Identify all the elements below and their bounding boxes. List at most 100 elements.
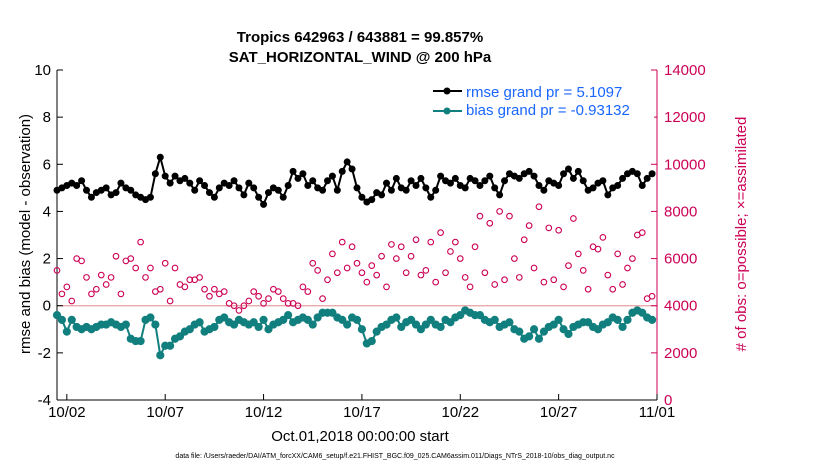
rmse-point <box>102 184 110 192</box>
obs-count-point <box>171 264 179 272</box>
obs-count-point <box>599 234 607 241</box>
rmse-point <box>476 182 484 189</box>
obs-count-point <box>102 281 110 288</box>
y-tick-label: 2 <box>43 251 51 268</box>
rmse-point <box>383 179 391 187</box>
bias-point <box>549 320 558 329</box>
bias-point <box>284 311 293 320</box>
obs-count-point <box>294 302 302 310</box>
bias-point <box>613 315 622 324</box>
obs-count-point <box>648 292 656 300</box>
y2-tick-label: 14000 <box>664 62 706 79</box>
bias-point <box>62 327 71 336</box>
obs-count-point <box>437 229 444 236</box>
obs-count-point <box>407 252 415 260</box>
bias-point <box>254 322 263 332</box>
obs-count-point <box>181 283 189 291</box>
rmse-point <box>515 174 523 182</box>
bias-point <box>421 320 430 329</box>
bias-point <box>392 313 401 322</box>
obs-count-point <box>614 250 622 258</box>
y2-tick-label: 8000 <box>664 203 697 220</box>
bias-point <box>490 315 499 324</box>
bias-point <box>406 315 416 324</box>
bias-point <box>618 322 627 332</box>
bias-point <box>121 320 130 329</box>
rmse-point <box>530 172 538 180</box>
y-axis-label: rmse and bias (model - observation) <box>17 114 34 354</box>
obs-count-point <box>540 278 548 286</box>
obs-count-point <box>230 302 238 310</box>
obs-count-point <box>481 269 489 277</box>
obs-count-point <box>58 290 66 298</box>
obs-count-point <box>555 226 562 234</box>
rmse-point <box>230 177 238 185</box>
rmse-point <box>205 189 213 197</box>
y-tick-label: 4 <box>43 203 51 220</box>
bias-point <box>156 351 165 360</box>
y2-tick-label: 4000 <box>664 298 697 315</box>
obs-count-point <box>88 290 95 298</box>
obs-count-point <box>402 269 410 277</box>
rmse-point <box>146 193 154 201</box>
rmse-point <box>643 174 651 182</box>
rmse-point <box>599 177 607 185</box>
rmse-point <box>402 186 410 194</box>
rmse-point <box>486 172 494 180</box>
rmse-point <box>471 177 479 185</box>
obs-count-point <box>112 252 120 260</box>
rmse-point <box>348 165 356 173</box>
bias-point <box>529 325 539 334</box>
bias-point <box>136 336 145 346</box>
rmse-point <box>560 170 568 178</box>
y-tick-label: -4 <box>38 392 51 409</box>
bias-point <box>539 327 548 336</box>
rmse-point <box>368 196 376 204</box>
obs-count-point <box>324 276 331 284</box>
y2-tick-label: 12000 <box>664 109 706 126</box>
rmse-point <box>412 182 420 189</box>
rmse-point <box>186 179 194 187</box>
obs-count-point <box>520 236 528 244</box>
rmse-point <box>127 186 135 194</box>
rmse-point <box>73 182 81 189</box>
obs-count-point <box>461 274 469 281</box>
bias-point <box>446 318 455 327</box>
x-tick-label: 10/02 <box>48 404 86 421</box>
rmse-point <box>210 193 218 201</box>
legend-rmse-marker <box>443 87 451 95</box>
bias-point <box>647 315 657 324</box>
rmse-point <box>87 193 95 201</box>
obs-count-point <box>255 292 262 300</box>
y2-tick-label: 0 <box>664 392 672 409</box>
bias-point <box>372 327 381 336</box>
rmse-point <box>648 170 656 178</box>
bias-point <box>416 325 426 334</box>
bias-point <box>505 318 514 327</box>
rmse-point <box>633 170 641 178</box>
bias-point <box>195 318 204 327</box>
bias-point <box>564 329 573 339</box>
obs-count-point <box>422 267 430 274</box>
obs-count-point <box>92 285 100 293</box>
obs-count-point <box>496 208 503 215</box>
x-tick-label: 10/17 <box>343 404 381 421</box>
bias-point <box>352 315 362 324</box>
obs-count-point <box>515 274 523 281</box>
rmse-point <box>555 182 563 189</box>
x-tick-label: 10/27 <box>540 404 578 421</box>
y2-tick-label: 10000 <box>664 156 706 173</box>
rmse-point <box>279 193 287 201</box>
obs-count-point <box>447 248 454 255</box>
rmse-point <box>264 189 272 197</box>
rmse-point <box>255 193 263 201</box>
rmse-point <box>171 172 179 180</box>
rmse-point <box>427 193 435 201</box>
obs-count-point <box>530 264 538 272</box>
bias-point <box>475 311 485 320</box>
bias-point <box>367 336 376 346</box>
legend-bias-label: bias grand pr = -0.93132 <box>466 102 630 119</box>
obs-count-point <box>506 212 513 220</box>
